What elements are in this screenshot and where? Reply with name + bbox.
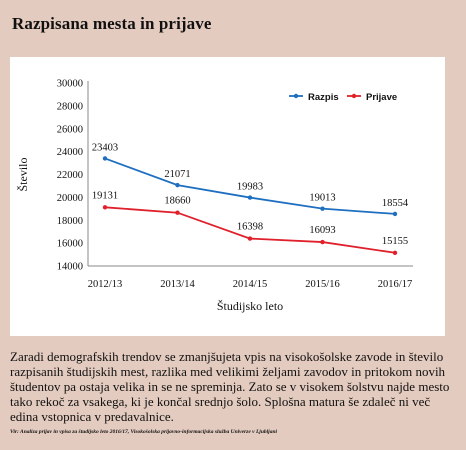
data-point (320, 239, 325, 245)
data-label: 16093 (309, 225, 335, 236)
data-label: 19131 (92, 190, 118, 201)
line-chart: 14000 16000 18000 20000 22000 24000 26000 28000… (16, 79, 413, 313)
data-point (102, 205, 108, 210)
x-axis-title: Študijsko leto (217, 299, 283, 313)
data-point (175, 210, 180, 215)
chart-panel: 14000 16000 18000 20000 22000 24000 26000 28000… (10, 57, 445, 336)
x-tick-label: 2012/13 (88, 279, 122, 290)
y-tick-label: 20000 (57, 193, 83, 204)
legend-label: Razpis (308, 92, 339, 103)
data-label: 15155 (382, 236, 408, 247)
y-tick-label: 30000 (57, 79, 83, 90)
x-tick-label: 2015/16 (305, 279, 339, 290)
legend-marker (293, 93, 299, 99)
data-point (320, 206, 325, 211)
legend-label: Prijave (366, 92, 397, 103)
data-label: 19983 (237, 182, 263, 193)
data-label: 16398 (237, 222, 263, 233)
data-label: 21071 (164, 169, 190, 180)
caption-text: Zaradi demografskih trendov se zmanjšuje… (10, 349, 450, 424)
x-tick-label: 2014/15 (233, 279, 267, 290)
y-axis-title: Število (16, 157, 30, 191)
data-label: 18660 (164, 196, 190, 207)
source-note: Vir: Analiza prijav in vpisa za študijsk… (10, 429, 278, 435)
data-point (247, 236, 253, 241)
x-tick-label: 2016/17 (378, 279, 412, 290)
chart-title: Razpisana mesta in prijave (12, 14, 212, 33)
data-point (102, 156, 108, 161)
y-tick-label: 24000 (57, 147, 83, 158)
data-point (175, 182, 180, 188)
data-point (392, 250, 398, 255)
data-point (247, 195, 253, 200)
data-label: 23403 (92, 142, 118, 153)
x-tick-label: 2013/14 (160, 279, 195, 290)
y-tick-label: 22000 (57, 170, 83, 181)
y-tick-label: 18000 (57, 216, 83, 227)
data-label: 18554 (382, 198, 409, 209)
legend-marker (351, 93, 357, 99)
y-tick-label: 28000 (57, 101, 83, 112)
data-point (392, 211, 398, 217)
y-tick-label: 16000 (57, 239, 83, 250)
data-label: 19013 (309, 193, 335, 204)
y-tick-label: 26000 (57, 124, 83, 135)
y-tick-label: 14000 (57, 262, 83, 273)
